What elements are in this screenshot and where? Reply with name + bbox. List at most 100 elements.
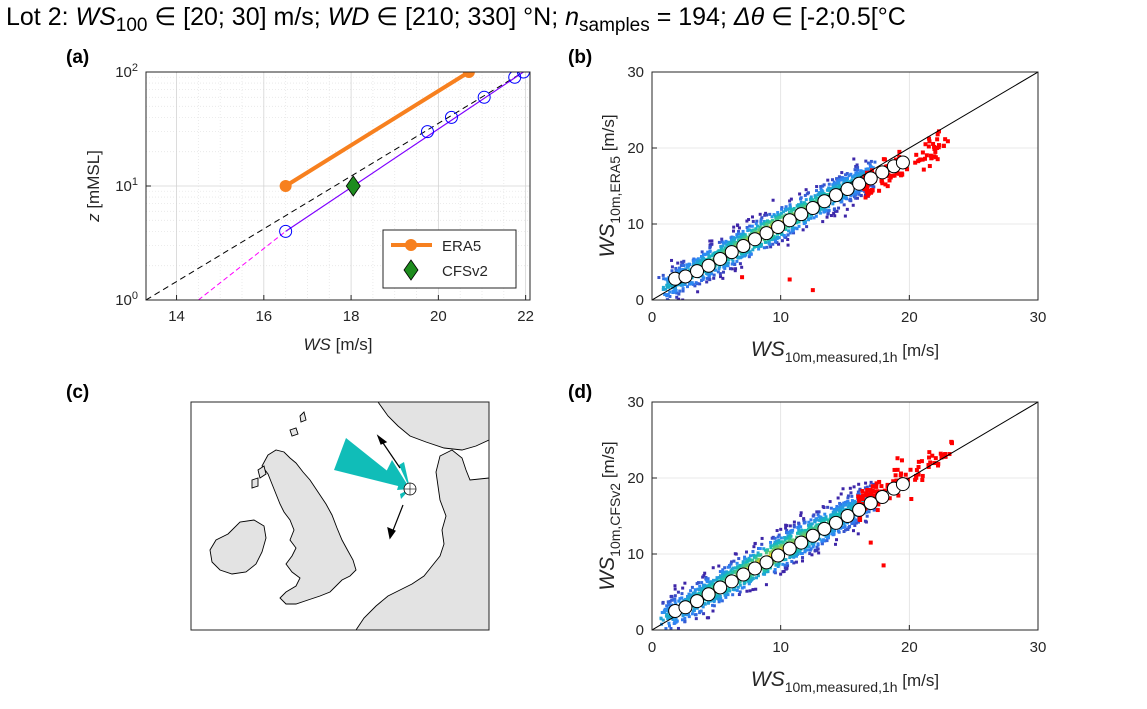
scatter-point: [702, 612, 706, 616]
scatter-point: [773, 239, 777, 243]
scatter-point: [818, 537, 822, 541]
scatter-point: [797, 522, 801, 526]
scatter-point: [718, 272, 722, 276]
outlier-point: [920, 478, 925, 483]
scatter-point: [699, 586, 703, 590]
scatter-point: [796, 525, 800, 529]
scatter-point: [779, 211, 783, 215]
scatter-point: [824, 534, 828, 538]
scatter-point: [722, 265, 726, 269]
scatter-point: [789, 197, 793, 201]
scatter-point: [683, 282, 687, 286]
scatter-point: [868, 168, 872, 172]
binned-mean-point: [782, 541, 797, 556]
scatter-point: [665, 604, 669, 608]
binned-mean-point: [794, 207, 809, 222]
scatter-point: [736, 255, 740, 259]
scatter-point: [820, 206, 824, 210]
scatter-point: [819, 187, 823, 191]
scatter-point: [791, 528, 795, 532]
scatter-point: [681, 268, 685, 272]
scatter-point: [745, 550, 749, 554]
scatter-point: [758, 212, 762, 216]
scatter-point: [776, 232, 780, 236]
scatter-point: [851, 175, 855, 179]
scatter-point: [687, 282, 691, 286]
scatter-point: [701, 588, 705, 592]
scatter-point: [846, 496, 850, 500]
outlier-point: [945, 139, 950, 144]
scatter-point: [696, 260, 700, 264]
scatter-point: [733, 269, 737, 273]
outlier-point: [869, 492, 874, 497]
scatter-point: [785, 524, 789, 528]
scatter-point: [799, 532, 803, 536]
scatter-point: [741, 565, 745, 569]
scatter-point: [835, 504, 839, 508]
scatter-point: [738, 590, 742, 594]
x-tick-label: 16: [255, 308, 272, 325]
scatter-point: [747, 218, 751, 222]
scatter-point: [745, 219, 749, 223]
scatter-point: [825, 539, 829, 543]
scatter-point: [849, 502, 853, 506]
scatter-point: [746, 229, 750, 233]
y-tick-label: 30: [627, 64, 644, 81]
scatter-point: [826, 209, 830, 213]
magenta-dashed-line: [198, 230, 286, 300]
scatter-point: [837, 509, 841, 513]
scatter-point: [763, 548, 767, 552]
outlier-point: [905, 167, 910, 172]
scatter-point: [744, 253, 748, 257]
outlier-point: [863, 195, 868, 200]
scatter-point: [783, 225, 787, 229]
scatter-point: [702, 276, 706, 280]
scatter-point: [664, 627, 668, 630]
wind-rose: [334, 438, 417, 499]
scatter-point: [754, 556, 758, 560]
scatter-point: [844, 528, 848, 532]
scatter-point: [730, 239, 734, 243]
outlier-point: [893, 473, 898, 478]
scatter-plot-area: [652, 72, 1038, 300]
scatter-point: [763, 213, 767, 217]
scatter-point: [864, 159, 868, 163]
scatter-point: [843, 503, 847, 507]
scatter-point: [731, 570, 735, 574]
scatter-point: [781, 215, 785, 219]
scatter-point: [864, 510, 868, 514]
scatter-point: [700, 581, 704, 585]
era5-point: [462, 72, 475, 78]
scatter-point: [664, 614, 668, 618]
scatter-point: [816, 193, 820, 197]
scatter-point: [849, 491, 853, 495]
scatter-point: [834, 542, 838, 546]
scatter-point: [762, 246, 766, 250]
panel-c-map: [190, 401, 490, 631]
scatter-point: [810, 553, 814, 557]
scatter-point: [779, 540, 783, 544]
outlier-point: [916, 459, 921, 464]
scatter-point: [755, 219, 759, 223]
scatter-point: [776, 565, 780, 569]
panel-a-legend: ERA5 CFSv2: [382, 229, 517, 289]
figure-title: Lot 2: WS100 ∈ [20; 30] m/s; WD ∈ [210; …: [6, 3, 906, 36]
scatter-point: [680, 592, 684, 596]
scatter-point: [763, 567, 767, 571]
scatter-point: [687, 615, 691, 619]
scatter-point: [748, 589, 752, 593]
scatter-point: [832, 180, 836, 184]
scatter-point: [863, 189, 867, 193]
scatter-point: [840, 171, 844, 175]
scatter-point: [722, 572, 726, 576]
outlier-point: [895, 467, 900, 472]
scatter-point: [750, 215, 754, 219]
y-tick-label: 10: [627, 216, 644, 233]
scatter-point: [678, 597, 682, 601]
scatter-point: [763, 240, 767, 244]
scatter-point: [845, 179, 849, 183]
scatter-point: [836, 496, 840, 500]
scatter-point: [738, 262, 742, 266]
scatter-point: [845, 207, 849, 211]
scatter-point: [803, 193, 807, 197]
